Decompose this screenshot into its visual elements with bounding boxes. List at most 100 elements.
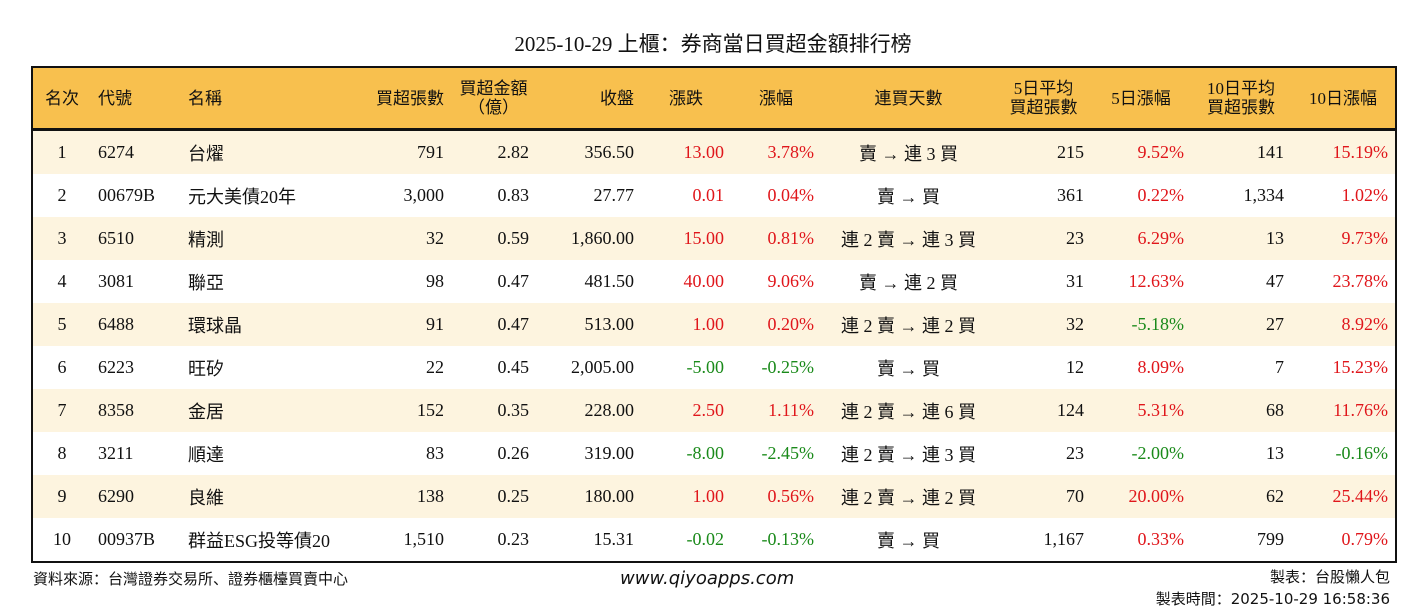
cell-net-buy-amount: 2.82 <box>451 129 536 174</box>
cell-avg5-lots: 32 <box>996 303 1091 346</box>
cell-streak: 連 2 賣 → 連 3 買 <box>841 444 976 465</box>
cell-rank: 9 <box>33 475 91 518</box>
cell-name: 旺矽 <box>188 358 224 379</box>
cell-change-pct: -2.45% <box>761 443 815 463</box>
cell-avg10-lots: 13 <box>1191 217 1291 260</box>
ranking-table: 名次 代號 名稱 買超張數 買超金額 （億） 收盤 漲跌 漲幅 連買天數 5日平均 買超張數 5日漲… <box>33 68 1395 561</box>
table-header-row: 名次 代號 名稱 買超張數 買超金額 （億） 收盤 漲跌 漲幅 連買天數 5日平均 買超張數 5日漲… <box>33 68 1395 131</box>
cell-close: 356.50 <box>536 129 641 174</box>
table-row: 3 6510 精測 32 0.59 1,860.00 15.00 0.81% 連 2 賣 → 連… <box>33 217 1395 260</box>
cell-rank: 5 <box>33 303 91 346</box>
cell-pct10: 23.78% <box>1332 271 1389 291</box>
cell-change-pct: 0.20% <box>731 303 821 346</box>
cell-rank: 4 <box>57 271 67 291</box>
cell-change: 40.00 <box>683 271 725 291</box>
header-close: 收盤 <box>536 68 641 131</box>
cell-net-buy-lots: 22 <box>426 357 444 377</box>
cell-rank: 3 <box>33 217 91 260</box>
cell-avg5-lots: 31 <box>1066 271 1084 291</box>
cell-close: 319.00 <box>584 443 635 463</box>
cell-streak: 賣 → 買 <box>877 358 940 379</box>
cell-change-pct: 3.78% <box>731 129 821 174</box>
table-row: 2 00679B 元大美債20年 3,000 0.83 27.77 0.01 0.04% 賣 →… <box>33 174 1395 217</box>
cell-change: 1.00 <box>641 303 731 346</box>
cell-net-buy-amount: 0.26 <box>497 443 530 463</box>
cell-code: 8358 <box>91 389 181 432</box>
cell-avg5-lots: 215 <box>996 129 1091 174</box>
cell-name: 環球晶 <box>181 303 351 346</box>
cell-close: 27.77 <box>593 185 635 205</box>
cell-pct5: 6.29% <box>1091 217 1191 260</box>
header-pct10: 10日漲幅 <box>1291 68 1395 131</box>
cell-net-buy-amount: 0.59 <box>451 217 536 260</box>
cell-net-buy-amount: 0.83 <box>497 185 530 205</box>
page-title: 2025-10-29 上櫃：券商當日買超金額排行榜 <box>514 32 912 56</box>
cell-avg5-lots: 361 <box>1057 185 1084 205</box>
cell-net-buy-lots: 152 <box>351 389 451 432</box>
maker-label: 製表：台股懶人包 <box>1269 568 1390 586</box>
website-link[interactable]: www.qiyoapps.com <box>620 568 795 589</box>
cell-rank: 2 <box>57 185 67 205</box>
cell-pct5: 12.63% <box>1128 271 1185 291</box>
header-change-pct: 漲幅 <box>731 68 821 131</box>
cell-streak: 連 2 賣 → 連 2 買 <box>821 303 996 346</box>
cell-net-buy-amount: 0.47 <box>451 303 536 346</box>
cell-avg10-lots: 799 <box>1257 529 1284 549</box>
cell-avg10-lots: 47 <box>1266 271 1284 291</box>
cell-close: 180.00 <box>536 475 641 518</box>
cell-name: 台燿 <box>181 129 351 174</box>
cell-pct5: 5.31% <box>1091 389 1191 432</box>
cell-change-pct: -0.13% <box>761 529 815 549</box>
cell-code: 6290 <box>91 475 181 518</box>
cell-pct10: 9.73% <box>1291 217 1395 260</box>
header-net-buy-amount: 買超金額 （億） <box>451 68 536 131</box>
cell-close: 228.00 <box>536 389 641 432</box>
generated-time: 製表時間：2025-10-29 16:58:36 <box>1155 590 1390 608</box>
cell-net-buy-amount: 0.47 <box>497 271 530 291</box>
cell-net-buy-lots: 138 <box>351 475 451 518</box>
table-row: 7 8358 金居 152 0.35 228.00 2.50 1.11% 連 2 賣 → 連 6… <box>33 389 1395 432</box>
cell-avg5-lots: 124 <box>996 389 1091 432</box>
cell-net-buy-lots: 98 <box>426 271 444 291</box>
cell-avg10-lots: 141 <box>1191 129 1291 174</box>
cell-change: 0.01 <box>692 185 725 205</box>
cell-change-pct: 0.56% <box>731 475 821 518</box>
cell-name: 元大美債20年 <box>188 186 296 207</box>
cell-name: 順達 <box>188 444 224 465</box>
cell-avg5-lots: 1,167 <box>1043 529 1085 549</box>
cell-change-pct: 0.81% <box>731 217 821 260</box>
cell-change-pct: -0.25% <box>761 357 815 377</box>
table-row: 4 3081 聯亞 98 0.47 481.50 40.00 9.06% 賣 → 連 2 買 31… <box>33 260 1395 303</box>
table-row: 8 3211 順達 83 0.26 319.00 -8.00 -2.45% 連 2 賣 → 連 … <box>33 432 1395 475</box>
cell-avg10-lots: 13 <box>1266 443 1284 463</box>
cell-name: 金居 <box>181 389 351 432</box>
ranking-table-container: 名次 代號 名稱 買超張數 買超金額 （億） 收盤 漲跌 漲幅 連買天數 5日平均 買超張數 5日漲… <box>31 66 1397 563</box>
cell-pct10: 15.19% <box>1291 129 1395 174</box>
cell-pct5: 9.52% <box>1091 129 1191 174</box>
cell-code: 6223 <box>98 357 134 377</box>
cell-change-pct: 0.04% <box>767 185 815 205</box>
cell-net-buy-amount: 0.45 <box>497 357 530 377</box>
cell-rank: 8 <box>57 443 67 463</box>
header-pct5: 5日漲幅 <box>1091 68 1191 131</box>
header-avg5-lots: 5日平均 買超張數 <box>996 68 1091 131</box>
cell-streak: 賣 → 連 3 買 <box>821 129 996 174</box>
header-code: 代號 <box>91 68 181 131</box>
cell-net-buy-amount: 0.35 <box>451 389 536 432</box>
cell-net-buy-lots: 91 <box>351 303 451 346</box>
cell-name: 良維 <box>181 475 351 518</box>
cell-pct10: 1.02% <box>1341 185 1389 205</box>
cell-change-pct: 1.11% <box>731 389 821 432</box>
cell-avg10-lots: 1,334 <box>1243 185 1285 205</box>
cell-pct10: 0.79% <box>1341 529 1389 549</box>
cell-pct10: -0.16% <box>1335 443 1389 463</box>
cell-code: 00679B <box>98 185 156 205</box>
cell-streak: 賣 → 連 2 買 <box>859 272 958 293</box>
footer-credits: 製表：台股懶人包 製表時間：2025-10-29 16:58:36 <box>1156 566 1390 610</box>
cell-net-buy-lots: 83 <box>426 443 444 463</box>
cell-code: 00937B <box>98 529 156 549</box>
cell-pct5: -5.18% <box>1091 303 1191 346</box>
cell-rank: 6 <box>57 357 67 377</box>
cell-streak: 賣 → 買 <box>877 530 940 551</box>
